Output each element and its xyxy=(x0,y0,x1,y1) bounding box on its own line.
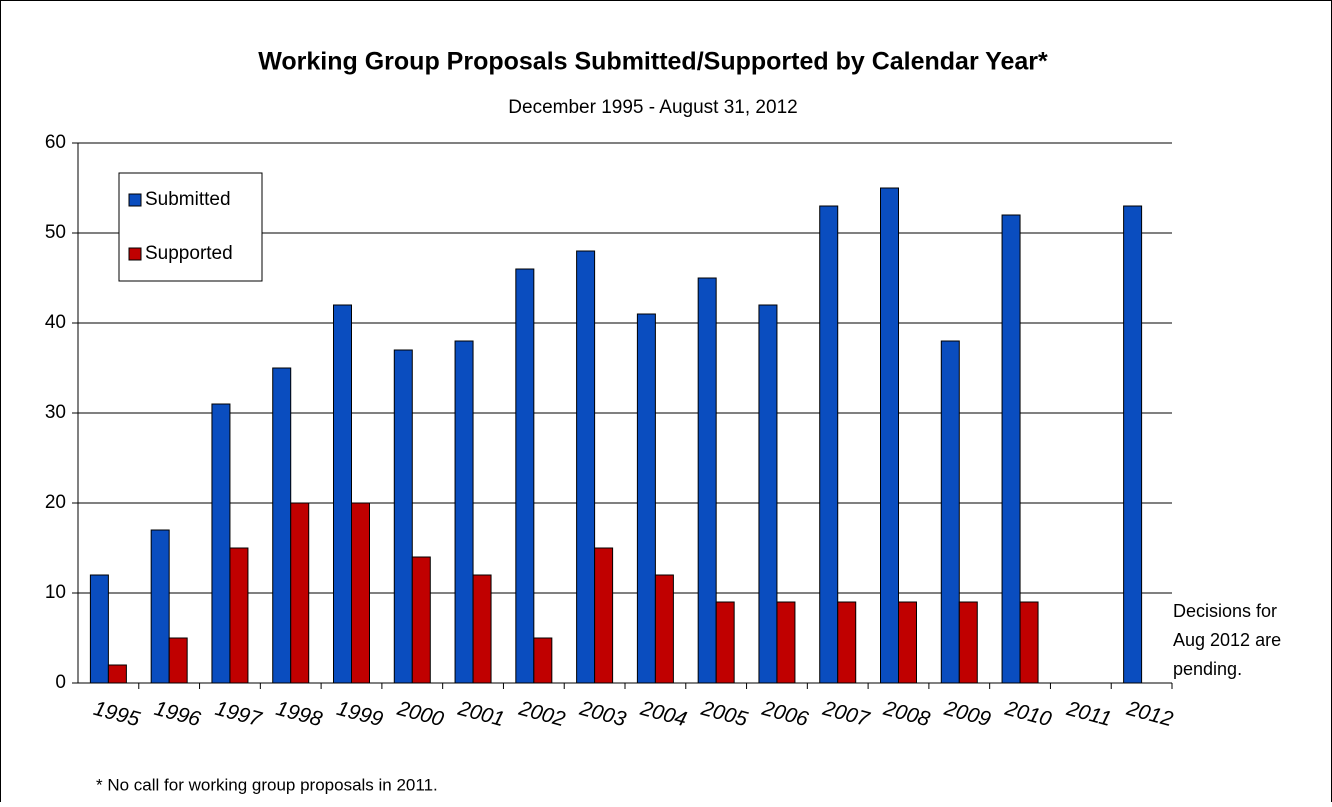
y-tick-label: 30 xyxy=(45,402,66,423)
bar xyxy=(211,403,231,684)
bar xyxy=(411,556,431,684)
bar xyxy=(758,304,778,684)
bar xyxy=(168,637,188,684)
y-tick-label: 0 xyxy=(55,672,66,693)
bar xyxy=(880,187,899,684)
chart-subtitle: December 1995 - August 31, 2012 xyxy=(508,97,797,118)
bar xyxy=(594,547,614,684)
legend-label: Supported xyxy=(145,243,233,264)
bar xyxy=(515,268,535,684)
bar xyxy=(333,304,352,684)
legend-label: Submitted xyxy=(145,189,231,210)
legend-box xyxy=(118,172,263,282)
bar xyxy=(454,340,474,684)
bar xyxy=(472,574,492,684)
bar xyxy=(1001,214,1021,684)
annotation: Aug 2012 are xyxy=(1173,630,1281,650)
annotation: pending. xyxy=(1173,659,1242,679)
bar xyxy=(715,601,735,684)
bar xyxy=(636,313,656,684)
bar xyxy=(697,277,717,684)
bar xyxy=(819,205,839,684)
chart-title: Working Group Proposals Submitted/Suppor… xyxy=(258,48,1048,76)
bar xyxy=(776,601,796,684)
bar xyxy=(958,601,978,684)
bar xyxy=(576,250,596,684)
bar xyxy=(898,601,917,684)
legend-swatch xyxy=(128,247,142,261)
y-tick-label: 10 xyxy=(45,582,66,603)
bar xyxy=(150,529,170,684)
bar xyxy=(654,574,674,684)
legend-swatch xyxy=(128,193,142,207)
annotation: Decisions for xyxy=(1173,601,1277,621)
footnote: * No call for working group proposals in… xyxy=(96,775,438,794)
bar xyxy=(533,637,553,684)
bar xyxy=(1019,601,1039,684)
y-tick-label: 60 xyxy=(45,132,66,153)
bar xyxy=(229,547,249,684)
bar xyxy=(89,574,109,684)
y-tick-label: 20 xyxy=(45,492,66,513)
bar xyxy=(272,367,292,684)
y-tick-label: 50 xyxy=(45,222,66,243)
bar xyxy=(393,349,413,684)
bar xyxy=(1123,205,1143,684)
bar xyxy=(940,340,960,684)
bar xyxy=(290,502,310,684)
bar xyxy=(351,502,370,684)
bar xyxy=(837,601,857,684)
y-tick-label: 40 xyxy=(45,312,66,333)
bar xyxy=(107,664,127,684)
